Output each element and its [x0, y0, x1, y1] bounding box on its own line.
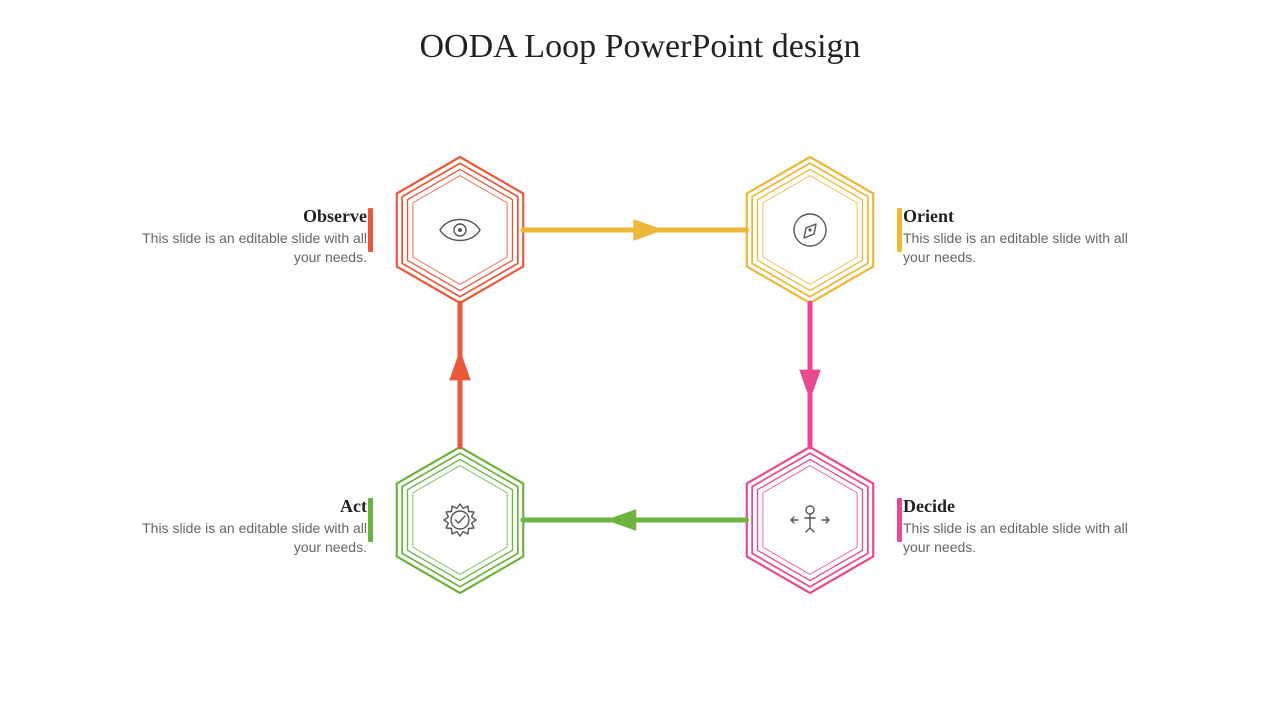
badge-check-icon: [438, 498, 482, 542]
heading-observe: Observe: [137, 206, 367, 227]
desc-orient: This slide is an editable slide with all…: [903, 229, 1133, 267]
text-act: ActThis slide is an editable slide with …: [137, 496, 367, 557]
arrow-decide-act: [505, 502, 765, 540]
person-arrows-icon: [788, 498, 832, 542]
eye-icon: [438, 208, 482, 252]
accent-bar-act: [368, 498, 373, 542]
desc-observe: This slide is an editable slide with all…: [137, 229, 367, 267]
desc-act: This slide is an editable slide with all…: [137, 519, 367, 557]
text-decide: DecideThis slide is an editable slide wi…: [903, 496, 1133, 557]
heading-decide: Decide: [903, 496, 1133, 517]
accent-bar-observe: [368, 208, 373, 252]
arrow-observe-orient: [505, 212, 765, 250]
text-observe: ObserveThis slide is an editable slide w…: [137, 206, 367, 267]
arrow-orient-decide: [792, 285, 830, 465]
accent-bar-orient: [897, 208, 902, 252]
slide: OODA Loop PowerPoint design ObserveThis …: [0, 0, 1280, 720]
heading-orient: Orient: [903, 206, 1133, 227]
accent-bar-decide: [897, 498, 902, 542]
text-orient: OrientThis slide is an editable slide wi…: [903, 206, 1133, 267]
diagram-stage: ObserveThis slide is an editable slide w…: [0, 0, 1280, 720]
arrow-act-observe: [442, 285, 480, 465]
compass-icon: [788, 208, 832, 252]
heading-act: Act: [137, 496, 367, 517]
desc-decide: This slide is an editable slide with all…: [903, 519, 1133, 557]
